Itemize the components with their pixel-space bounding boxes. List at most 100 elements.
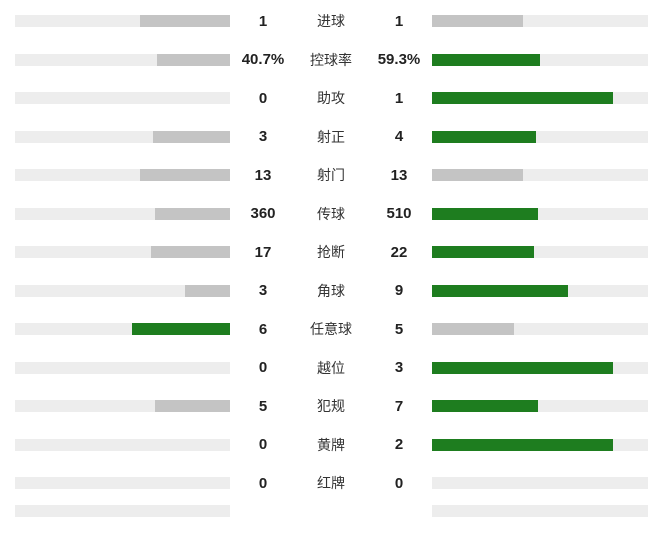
away-bar-fill: [432, 323, 514, 335]
home-bar-track: [15, 362, 230, 374]
stat-label: 传球: [296, 204, 366, 224]
home-bar-track: [15, 439, 230, 451]
away-value: 510: [366, 205, 432, 222]
home-value: 13: [230, 167, 296, 184]
stat-row: 0 助攻 1: [0, 79, 660, 118]
away-bar-track: [432, 169, 648, 181]
stat-row: 40.7% 控球率 59.3%: [0, 41, 660, 80]
away-bar-fill: [432, 362, 613, 374]
stat-row: 5 犯规 7: [0, 387, 660, 426]
stat-label: 控球率: [296, 50, 366, 70]
stat-row: 360 传球 510: [0, 195, 660, 234]
home-bar-track: [15, 208, 230, 220]
stat-row: 0 越位 3: [0, 349, 660, 388]
away-value: 2: [366, 436, 432, 453]
home-bar-track: [15, 92, 230, 104]
stat-row: 3 角球 9: [0, 272, 660, 311]
away-bar-track: [432, 54, 648, 66]
away-bar-track: [432, 362, 648, 374]
home-bar-track: [15, 54, 230, 66]
home-value: 0: [230, 436, 296, 453]
away-bar-fill: [432, 285, 568, 297]
home-bar-fill: [151, 246, 230, 258]
stat-label: 射正: [296, 127, 366, 147]
away-value: 1: [366, 13, 432, 30]
stat-row: 1 进球 1: [0, 2, 660, 41]
away-bar-track: [432, 208, 648, 220]
away-bar-fill: [432, 54, 540, 66]
home-value: 360: [230, 205, 296, 222]
stat-row: 3 射正 4: [0, 118, 660, 157]
home-bar-fill: [140, 169, 230, 181]
home-bar-track: [15, 323, 230, 335]
away-bar-track: [432, 477, 648, 489]
stat-label: 助攻: [296, 88, 366, 108]
away-bar-track: [432, 439, 648, 451]
home-value: 3: [230, 128, 296, 145]
away-value: 13: [366, 167, 432, 184]
home-bar-fill: [185, 285, 230, 297]
stat-row: 0 黄牌 2: [0, 426, 660, 465]
home-bar-fill: [157, 54, 231, 66]
stat-label: 射门: [296, 165, 366, 185]
home-value: 5: [230, 398, 296, 415]
away-value: 9: [366, 282, 432, 299]
away-value: 59.3%: [366, 51, 432, 68]
away-bar-track: [432, 323, 648, 335]
home-value: 0: [230, 359, 296, 376]
away-bar-fill: [432, 246, 534, 258]
home-bar-fill: [155, 400, 230, 412]
away-bar-track: [432, 505, 648, 517]
home-bar-track: [15, 400, 230, 412]
home-bar-fill: [140, 15, 230, 27]
home-bar-track: [15, 285, 230, 297]
stat-row: 0 红牌 0: [0, 464, 660, 503]
home-bar-fill: [153, 131, 230, 143]
home-bar-track: [15, 246, 230, 258]
away-bar-fill: [432, 208, 538, 220]
stat-label: 任意球: [296, 319, 366, 339]
away-bar-track: [432, 400, 648, 412]
home-bar-track: [15, 15, 230, 27]
stat-label: 黄牌: [296, 435, 366, 455]
away-value: 22: [366, 244, 432, 261]
stat-label: 越位: [296, 358, 366, 378]
away-bar-track: [432, 131, 648, 143]
stat-label: 抢断: [296, 242, 366, 262]
home-value: 1: [230, 13, 296, 30]
away-value: 1: [366, 90, 432, 107]
away-bar-track: [432, 285, 648, 297]
home-bar-track: [15, 477, 230, 489]
away-bar-fill: [432, 15, 523, 27]
home-bar-fill: [155, 208, 230, 220]
away-value: 3: [366, 359, 432, 376]
home-value: 0: [230, 90, 296, 107]
home-bar-track: [15, 169, 230, 181]
home-value: 3: [230, 282, 296, 299]
stat-row: 17 抢断 22: [0, 233, 660, 272]
away-bar-track: [432, 15, 648, 27]
stat-row: 6 任意球 5: [0, 310, 660, 349]
home-value: 0: [230, 475, 296, 492]
home-bar-fill: [132, 323, 231, 335]
away-value: 0: [366, 475, 432, 492]
stat-label: 犯规: [296, 396, 366, 416]
away-bar-track: [432, 92, 648, 104]
away-bar-fill: [432, 92, 613, 104]
home-value: 40.7%: [230, 51, 296, 68]
away-value: 4: [366, 128, 432, 145]
partial-next-row: [0, 505, 660, 543]
away-value: 5: [366, 321, 432, 338]
match-stats-panel: 1 进球 1 40.7% 控球率 59.3% 0 助攻 1 3 射正: [0, 0, 660, 503]
away-bar-fill: [432, 400, 538, 412]
away-bar-track: [432, 246, 648, 258]
home-bar-track: [15, 505, 230, 517]
away-value: 7: [366, 398, 432, 415]
away-bar-fill: [432, 439, 613, 451]
home-bar-track: [15, 131, 230, 143]
stat-label: 角球: [296, 281, 366, 301]
stat-label: 红牌: [296, 473, 366, 493]
away-bar-fill: [432, 131, 536, 143]
away-bar-fill: [432, 169, 523, 181]
stat-row: 13 射门 13: [0, 156, 660, 195]
